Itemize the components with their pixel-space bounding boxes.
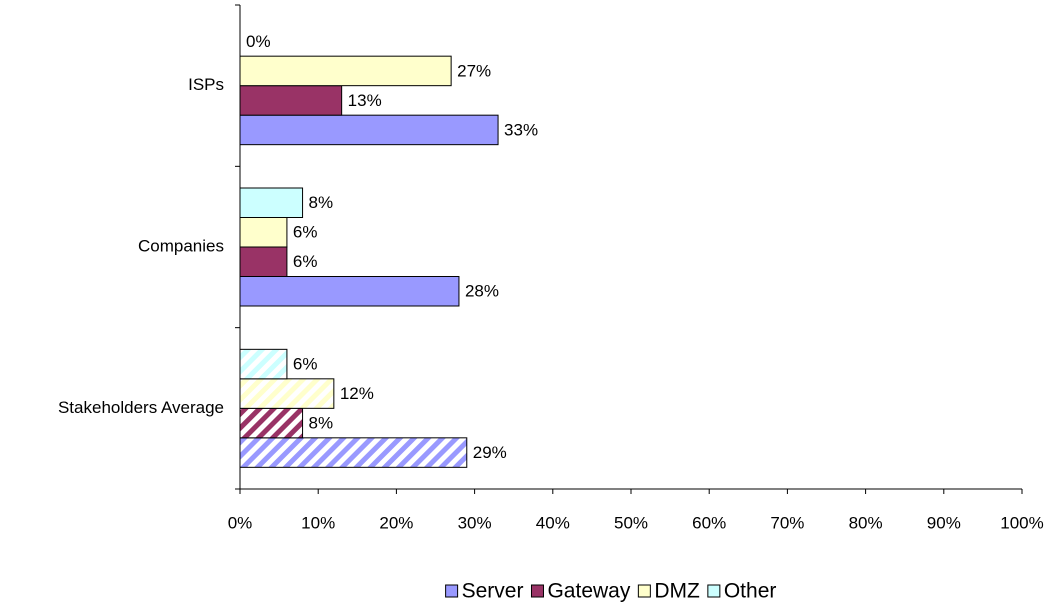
bar <box>239 276 460 307</box>
legend-swatch <box>637 584 651 598</box>
value-label: 8% <box>309 193 334 212</box>
legend-label: Server <box>462 580 524 603</box>
category-label: ISPs <box>188 75 224 94</box>
value-label: 13% <box>348 91 382 110</box>
x-tick-label: 50% <box>614 513 648 532</box>
legend-swatch <box>707 584 721 598</box>
category-label: Stakeholders Average <box>58 398 224 417</box>
bar <box>239 85 343 116</box>
x-tick-label: 90% <box>927 513 961 532</box>
legend-label: Gateway <box>547 580 630 603</box>
value-label: 12% <box>340 384 374 403</box>
bar <box>239 114 499 146</box>
value-label: 8% <box>309 414 334 433</box>
x-tick-label: 100% <box>1000 513 1043 532</box>
x-tick-label: 30% <box>458 513 492 532</box>
x-tick-label: 60% <box>692 513 726 532</box>
bar <box>239 437 468 468</box>
bar <box>239 55 452 87</box>
legend-label: DMZ <box>654 580 700 603</box>
x-tick-label: 40% <box>536 513 570 532</box>
bar <box>239 378 335 409</box>
value-label: 6% <box>293 355 318 374</box>
value-label: 28% <box>465 282 499 301</box>
x-tick-label: 80% <box>849 513 883 532</box>
value-label: 29% <box>473 443 507 462</box>
bar <box>239 217 288 248</box>
value-label: 6% <box>293 252 318 271</box>
x-tick-label: 70% <box>770 513 804 532</box>
bar <box>239 407 304 439</box>
bar <box>239 246 288 277</box>
x-tick-label: 20% <box>379 513 413 532</box>
bar <box>239 187 304 218</box>
legend-swatch <box>445 584 459 598</box>
category-label: Companies <box>138 236 224 255</box>
value-label: 27% <box>457 61 491 80</box>
legend-label: Other <box>724 580 777 603</box>
x-tick-label: 0% <box>228 513 253 532</box>
value-label: 6% <box>293 223 318 242</box>
legend-swatch <box>530 584 544 598</box>
x-tick-label: 10% <box>301 513 335 532</box>
value-label: 33% <box>504 120 538 139</box>
bar <box>239 348 288 380</box>
value-label: 0% <box>246 32 271 51</box>
legend: Server Gateway DMZ Other <box>445 580 777 603</box>
